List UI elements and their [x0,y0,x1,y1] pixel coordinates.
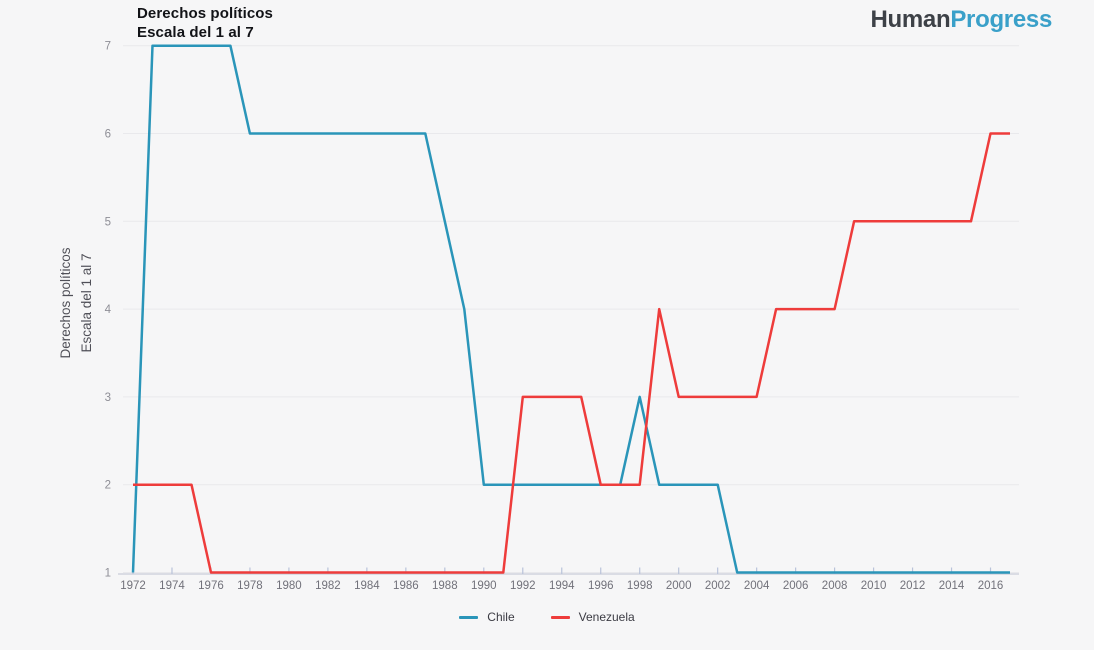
x-tick-label-2000: 2000 [666,580,692,592]
x-tick-label-2006: 2006 [783,580,809,592]
chart-title: Derechos políticos Escala del 1 al 7 [137,4,273,42]
x-tick-label-1982: 1982 [315,580,341,592]
x-tick-label-2010: 2010 [861,580,887,592]
x-tick-label-1992: 1992 [510,580,536,592]
x-tick-label-2002: 2002 [705,580,731,592]
series-line-venezuela[interactable] [133,132,1010,574]
chart-svg: 1 2 3 4 5 6 7 1972 1974 1976 1978 1980 1982 1984 1986 1… [105,41,1019,592]
chart-title-line1: Derechos políticos [137,5,274,22]
x-tick-label-1972: 1972 [120,580,146,592]
x-tick-label-1978: 1978 [237,580,263,592]
x-tick-label-1980: 1980 [276,580,302,592]
humanprogress-logo[interactable]: HumanProgress [871,6,1053,34]
y-tick-label-1: 1 [105,568,111,580]
y-tick-label-7: 7 [105,41,111,53]
y-tick-label-4: 4 [105,304,112,316]
x-tick-label-1996: 1996 [588,580,614,592]
y-tick-label-6: 6 [105,129,111,141]
logo-human-text: Human [870,6,951,33]
x-tick-label-1984: 1984 [354,580,380,592]
x-tick-label-2008: 2008 [822,580,848,592]
series-line-chile[interactable] [131,44,1010,574]
chart-title-line2: Escala del 1 al 7 [137,24,254,41]
x-tick-label-2014: 2014 [939,580,965,592]
x-tick-label-1994: 1994 [549,580,575,592]
chart-legend: Chile Venezuela [0,610,1094,624]
x-tick-label-2016: 2016 [978,580,1004,592]
y-tick-label-5: 5 [105,216,111,228]
x-tick-label-2012: 2012 [900,580,926,592]
legend-label-chile: Chile [487,610,515,624]
legend-item-venezuela[interactable]: Venezuela [550,610,635,624]
x-tick-label-1988: 1988 [432,580,458,592]
legend-swatch-chile [459,615,479,619]
legend-item-chile[interactable]: Chile [459,610,515,624]
x-tick-label-1998: 1998 [627,580,653,592]
legend-swatch-venezuela [550,615,570,619]
legend-label-venezuela: Venezuela [578,610,635,624]
x-tick-label-1976: 1976 [198,580,224,592]
y-tick-label-3: 3 [105,392,111,404]
y-tick-label-2: 2 [105,480,111,492]
x-tick-label-1990: 1990 [471,580,497,592]
x-tick-label-1986: 1986 [393,580,419,592]
x-tick-label-2004: 2004 [744,580,770,592]
logo-progress-text: Progress [950,6,1052,33]
x-tick-label-1974: 1974 [159,580,185,592]
